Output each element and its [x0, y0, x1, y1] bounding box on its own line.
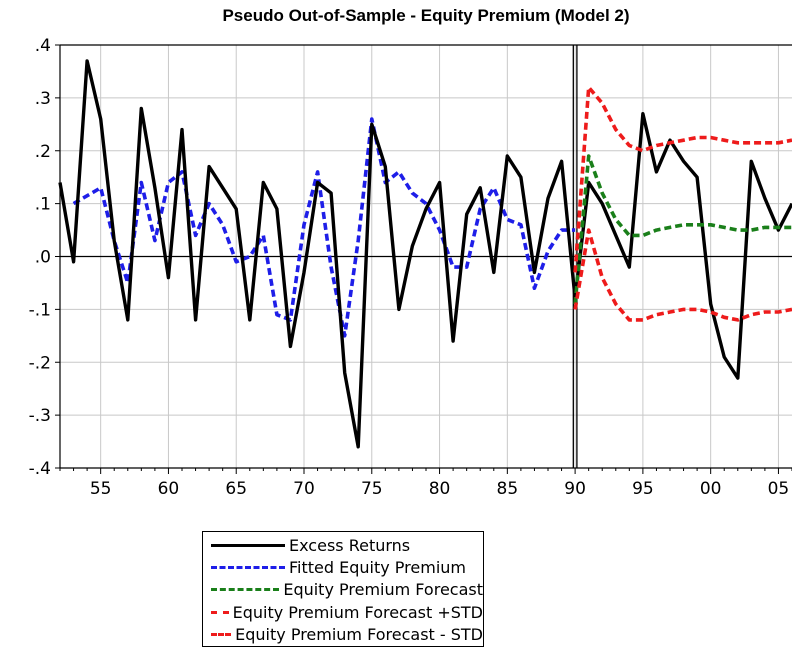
- x-tick-label: 60: [158, 479, 180, 499]
- x-tick-label: 85: [497, 479, 519, 499]
- series-line-excess-returns: [58, 59, 792, 449]
- series-line-equity-premium-forecast: [573, 154, 792, 305]
- legend-swatch: [211, 588, 280, 592]
- x-tick-label: 55: [90, 479, 112, 499]
- tick-labels: -.4 -.3 -.2 -.1 .0 .1 .2 .3 .4 55 60 65 70 75 80 85 90 95…: [29, 36, 790, 499]
- y-tick-label: .2: [35, 142, 51, 162]
- legend-swatch: [211, 543, 285, 547]
- y-tick-label: .3: [35, 89, 51, 109]
- y-tick-label: -.1: [29, 300, 51, 320]
- series-line-fitted-equity-premium: [72, 117, 576, 338]
- legend-item: Equity Premium Forecast: [211, 579, 483, 601]
- y-tick-label: -.2: [29, 353, 51, 373]
- chart-legend: Excess Returns Fitted Equity Premium Equit…: [202, 531, 484, 647]
- x-tick-label: 75: [361, 479, 383, 499]
- legend-swatch: [211, 610, 229, 614]
- y-tick-label: .0: [35, 248, 51, 268]
- chart-title: Pseudo Out-of-Sample - Equity Premium (M…: [222, 6, 630, 25]
- legend-item: Fitted Equity Premium: [211, 556, 483, 578]
- x-tick-label: 00: [700, 479, 722, 499]
- series-line-equity-premium-forecast-std: [573, 85, 792, 273]
- legend-swatch: [211, 632, 232, 636]
- x-tick-label: 90: [564, 479, 586, 499]
- series-layer: [58, 59, 792, 449]
- x-tick-label: 70: [293, 479, 315, 499]
- legend-item: Equity Premium Forecast - STD: [211, 623, 483, 645]
- legend-label: Equity Premium Forecast: [283, 580, 483, 600]
- chart-plot: -.4 -.3 -.2 -.1 .0 .1 .2 .3 .4 55 60 65 70 75 80 85 90 95…: [29, 36, 792, 499]
- axes-layer: [55, 44, 792, 474]
- legend-label: Equity Premium Forecast - STD: [235, 624, 483, 644]
- legend-item: Equity Premium Forecast +STD: [211, 601, 483, 623]
- legend-swatch: [211, 565, 285, 569]
- series-line-equity-premium-forecast-std: [573, 228, 792, 322]
- x-tick-label: 95: [632, 479, 654, 499]
- x-tick-label: 65: [225, 479, 247, 499]
- legend-item: Excess Returns: [211, 534, 483, 556]
- legend-label: Fitted Equity Premium: [289, 557, 466, 577]
- legend-label: Equity Premium Forecast +STD: [232, 602, 483, 622]
- y-tick-label: -.3: [29, 406, 51, 426]
- x-tick-label: 05: [768, 479, 790, 499]
- legend-label: Excess Returns: [289, 535, 411, 555]
- y-tick-label: .4: [35, 36, 51, 56]
- x-tick-label: 80: [429, 479, 451, 499]
- y-tick-label: -.4: [29, 459, 51, 479]
- y-tick-label: .1: [35, 195, 51, 215]
